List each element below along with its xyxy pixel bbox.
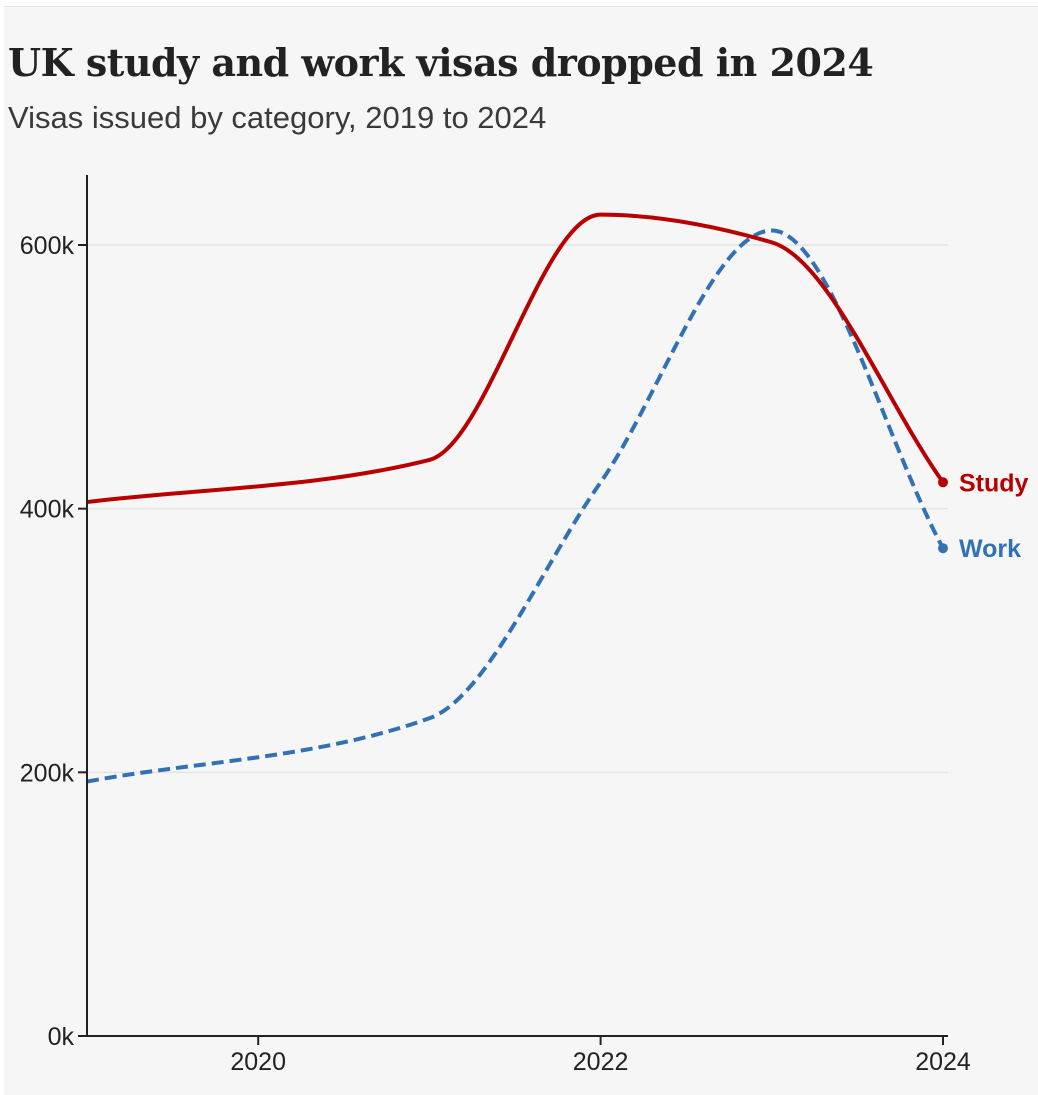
- y-tick-label: 0k: [48, 1023, 75, 1051]
- series-line-work: [86, 228, 945, 784]
- chart-subtitle: Visas issued by category, 2019 to 2024: [8, 100, 547, 135]
- y-tick-label: 600k: [20, 232, 75, 260]
- chart-card: [4, 6, 1038, 1095]
- series-end-point-study: [938, 477, 948, 488]
- series-line-study: [86, 212, 945, 505]
- axes: 0k 200k 400k 600k 2020 2022 2024: [20, 175, 971, 1076]
- series-layer: Study Work: [86, 212, 1029, 784]
- y-tick-label: 200k: [20, 759, 75, 787]
- y-tick-label: 400k: [20, 496, 75, 524]
- series-label-work: Work: [959, 535, 1021, 563]
- x-tick-label: 2024: [915, 1048, 971, 1076]
- x-tick-label: 2022: [573, 1048, 629, 1076]
- series-end-point-work: [938, 543, 948, 554]
- gridlines: [87, 244, 948, 774]
- chart-title: UK study and work visas dropped in 2024: [8, 40, 874, 85]
- x-tick-label: 2020: [230, 1048, 286, 1076]
- series-label-study: Study: [959, 469, 1029, 497]
